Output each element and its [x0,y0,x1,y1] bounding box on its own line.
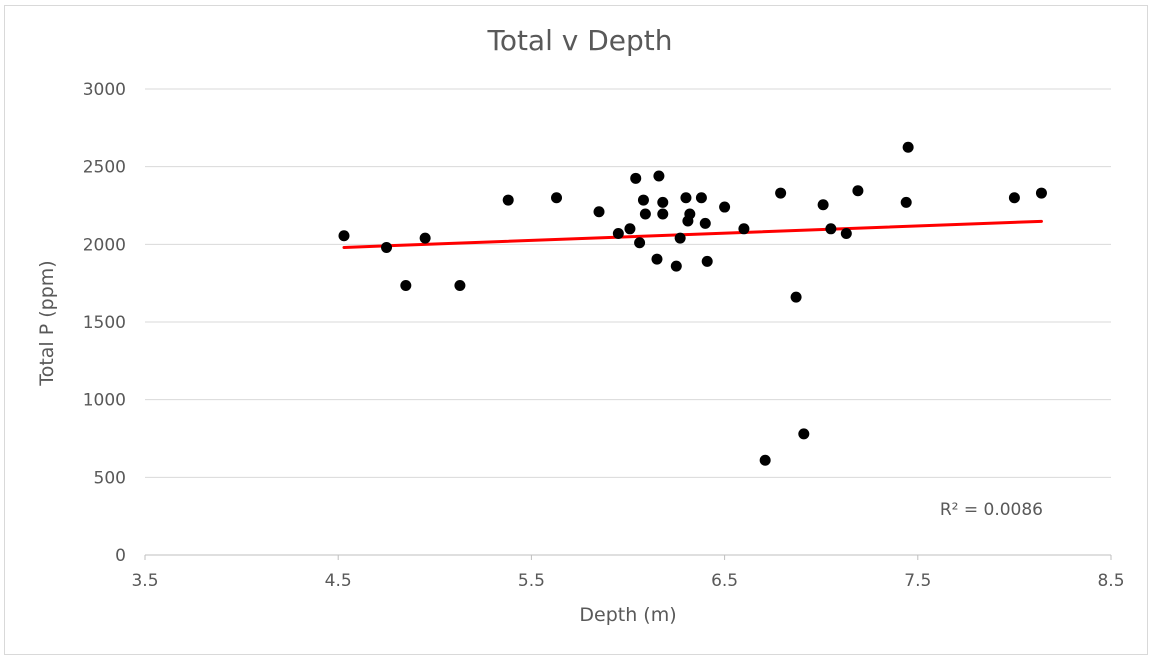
trendline-layer [342,219,1043,249]
data-point [1008,192,1020,204]
data-point [502,194,514,206]
data-point [551,192,563,204]
chart-frame [4,5,1148,655]
x-tick-label: 6.5 [711,571,738,591]
data-point [840,227,852,239]
x-axis-title: Depth (m) [579,604,676,626]
data-point [798,428,810,440]
data-point [790,291,802,303]
tick-labels: 0 500 1000 1500 2000 2500 3000 3.5 4.5 5.5 6.5 7.5 8… [83,80,1125,591]
data-point [593,206,605,218]
data-point [338,230,350,242]
data-point [902,141,914,153]
data-point [670,260,682,272]
data-point [674,232,686,244]
y-tick-label: 2500 [83,158,126,178]
data-point [400,279,412,291]
data-point [381,241,392,253]
data-point [684,208,696,220]
data-points [338,141,1047,466]
data-point [1035,187,1047,199]
data-point [825,223,837,235]
trendline [342,219,1043,249]
data-point [624,223,636,235]
r-squared-annotation: R² = 0.0086 [940,500,1043,520]
data-point [630,172,642,184]
data-point [738,223,750,235]
data-point [775,187,787,199]
data-point [759,454,771,466]
gridlines [144,88,1112,560]
x-tick-label: 5.5 [518,571,545,591]
data-point [701,255,713,267]
data-point [852,185,864,197]
y-tick-label: 3000 [83,80,126,100]
data-point [651,253,663,265]
data-point [454,279,466,291]
y-tick-label: 2000 [83,235,126,255]
data-point [634,237,646,249]
x-tick-label: 7.5 [904,571,931,591]
chart-title: Total v Depth [486,24,672,57]
data-point [900,196,912,208]
x-tick-label: 4.5 [325,571,352,591]
data-point [719,201,731,213]
data-point [680,192,692,204]
data-point [612,227,624,239]
data-point [699,217,711,229]
y-tick-label: 0 [115,546,126,566]
data-point [657,196,669,208]
y-tick-label: 1000 [83,391,126,411]
y-tick-label: 1500 [83,313,126,333]
data-point [637,194,649,206]
data-point [639,208,651,220]
x-tick-label: 3.5 [131,571,158,591]
y-tick-label: 500 [94,468,126,488]
data-point [817,199,829,211]
data-point [695,192,707,204]
data-point [419,232,431,244]
data-point [653,170,665,182]
x-tick-label: 8.5 [1097,571,1124,591]
data-point [657,208,669,220]
y-axis-title: Total P (ppm) [36,260,58,386]
